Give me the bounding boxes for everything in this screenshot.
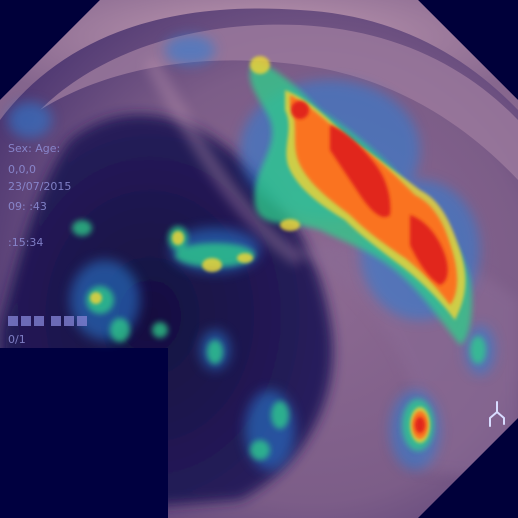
progress-block: [77, 316, 87, 326]
frame-counter-label: 0/1: [8, 333, 26, 346]
elapsed-time-label: :15:34: [8, 236, 44, 249]
exam-date-label: 23/07/2015: [8, 180, 72, 193]
progress-blocks: [8, 316, 87, 326]
patient-sex-age-label: Sex: Age:: [8, 142, 61, 155]
progress-block: [64, 316, 74, 326]
progress-block: [34, 316, 44, 326]
heatmap-overlay: [8, 35, 495, 470]
patient-code-label: 0,0,0: [8, 163, 36, 176]
info-panel-background: [0, 348, 168, 518]
progress-block: [51, 316, 61, 326]
exam-time-label: 09: :43: [8, 200, 47, 213]
progress-block: [21, 316, 31, 326]
progress-block: [8, 316, 18, 326]
scope-marker-icon: [489, 401, 505, 427]
